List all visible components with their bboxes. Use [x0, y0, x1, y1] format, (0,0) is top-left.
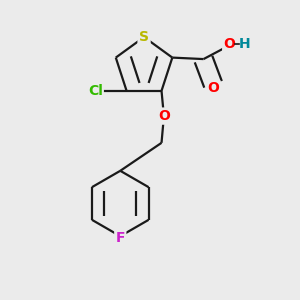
Text: Cl: Cl — [88, 84, 103, 98]
Text: H: H — [238, 37, 250, 51]
Text: O: O — [224, 37, 235, 51]
Text: S: S — [139, 30, 149, 44]
Text: O: O — [207, 81, 219, 95]
Text: O: O — [158, 109, 170, 123]
Text: F: F — [116, 231, 125, 245]
